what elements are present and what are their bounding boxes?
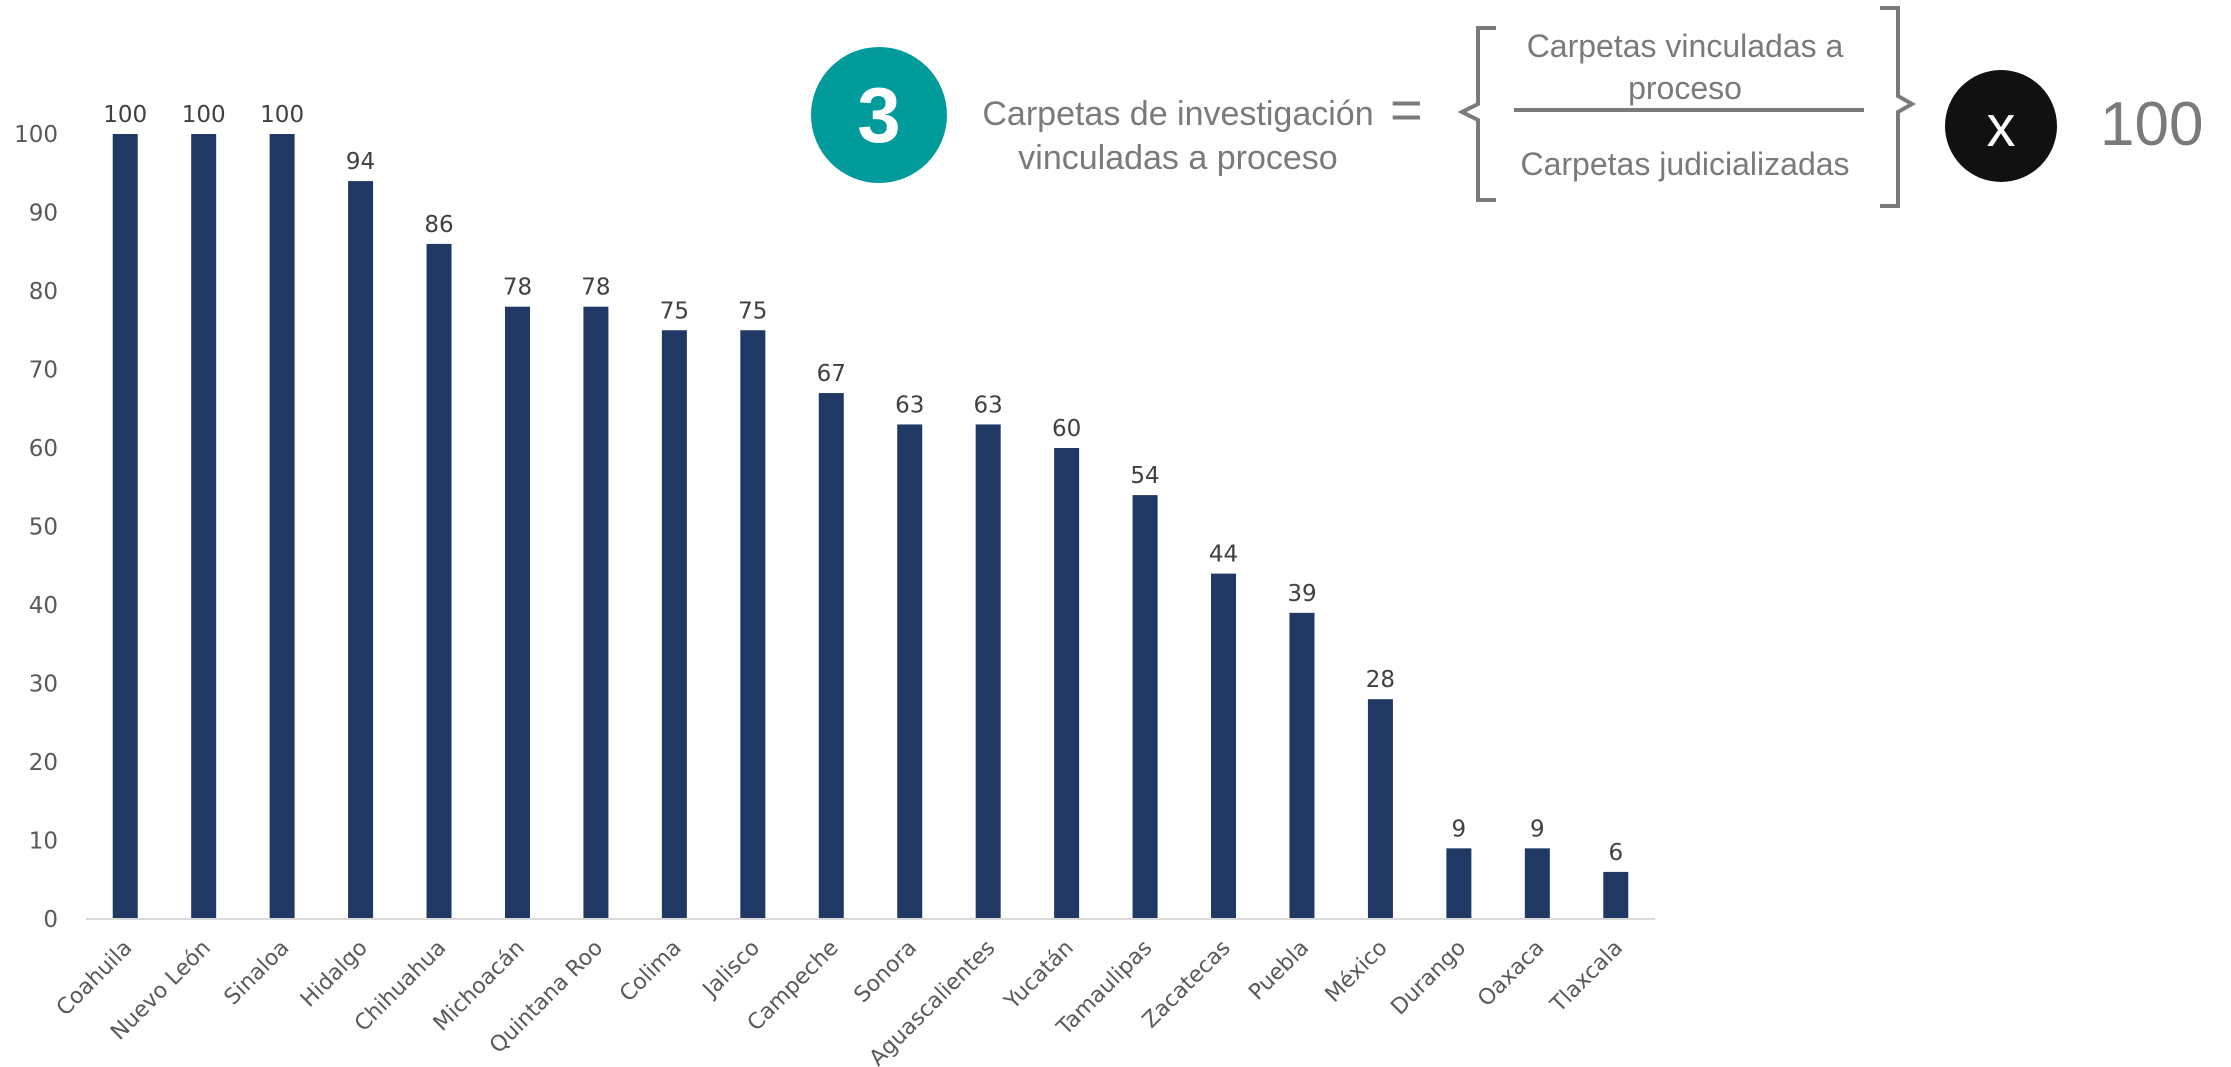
bar	[269, 134, 295, 919]
bar	[1367, 699, 1393, 919]
x-tick-label: Puebla	[1244, 936, 1314, 1006]
data-label: 6	[1608, 840, 1623, 866]
equals-sign: =	[1390, 78, 1423, 141]
x-tick-label: Sinaloa	[220, 936, 295, 1011]
numerator: Carpetas vinculadas a proceso	[1500, 25, 1870, 109]
data-label: 63	[974, 392, 1003, 418]
bar	[426, 243, 452, 919]
x-tick-label: Sonora	[850, 936, 922, 1008]
y-tick-label: 90	[29, 201, 58, 227]
multiplier-value: 100	[2100, 90, 2204, 159]
numerator-line1: Carpetas vinculadas a	[1526, 28, 1844, 64]
bar	[112, 134, 138, 919]
formula-panel: 3 Carpetas de investigación vinculadas a…	[0, 0, 2231, 240]
bar	[191, 134, 217, 919]
x-tick-label: Jalisco	[697, 936, 765, 1004]
bar	[1289, 612, 1315, 919]
data-label: 100	[103, 102, 147, 128]
data-label: 67	[817, 361, 846, 387]
x-tick-label: México	[1321, 936, 1393, 1008]
data-label: 9	[1530, 816, 1545, 842]
bar	[975, 424, 1001, 919]
y-tick-label: 40	[29, 593, 58, 619]
bar	[1446, 848, 1472, 919]
bar	[348, 181, 374, 920]
bar	[1054, 448, 1080, 919]
data-label: 63	[895, 392, 924, 418]
data-label: 28	[1366, 667, 1395, 693]
data-label: 78	[503, 275, 532, 301]
metric-label-line2: vinculadas a proceso	[1018, 139, 1338, 177]
y-tick-label: 100	[14, 122, 58, 148]
badge-number: 3	[857, 70, 901, 159]
bar	[661, 330, 687, 919]
bars	[112, 134, 1629, 920]
y-tick-label: 30	[29, 672, 58, 698]
denominator: Carpetas judicializadas	[1520, 146, 1850, 182]
x-tick-label: Yucatán	[999, 936, 1079, 1016]
x-tick-label: Durango	[1386, 936, 1471, 1021]
bar	[1524, 848, 1550, 919]
y-tick-label: 10	[29, 829, 58, 855]
left-brace-icon	[1457, 26, 1496, 202]
bar	[818, 393, 844, 919]
x-tick-label: Tlaxcala	[1545, 936, 1628, 1019]
y-axis: 0 10 20 30 40 50 60 70 80 90 100	[14, 122, 58, 933]
data-label: 39	[1287, 581, 1316, 607]
x-tick-label: Hidalgo	[296, 936, 373, 1013]
right-brace-icon	[1880, 6, 1917, 208]
data-label: 86	[424, 212, 453, 238]
metric-label-line1: Carpetas de investigación	[982, 95, 1374, 133]
bar	[504, 306, 530, 919]
bar	[1211, 573, 1237, 919]
bar	[897, 424, 923, 919]
data-label: 75	[660, 298, 689, 324]
data-label: 60	[1052, 416, 1081, 442]
indicator-number-badge: 3	[811, 47, 947, 183]
x-tick-label: Oaxaca	[1473, 936, 1549, 1012]
data-label: 54	[1130, 463, 1159, 489]
data-labels: 100 100 100 94 86 78 78 75 75 67 63 63 60 54 44 39 28 9 9 6	[103, 102, 1623, 866]
multiply-sign: x	[1986, 93, 2016, 159]
y-tick-label: 70	[29, 358, 58, 384]
x-tick-label: Colima	[615, 936, 686, 1007]
bar	[1603, 871, 1629, 919]
y-tick-label: 80	[29, 279, 58, 305]
metric-label: Carpetas de investigación vinculadas a p…	[968, 92, 1388, 180]
multiply-icon: x	[1945, 70, 2057, 182]
data-label: 100	[260, 102, 304, 128]
bar	[583, 306, 609, 919]
data-label: 94	[346, 149, 375, 175]
fraction-line	[1514, 108, 1864, 112]
formula-brackets	[1457, 6, 1917, 208]
y-tick-label: 60	[29, 436, 58, 462]
data-label: 78	[581, 275, 610, 301]
bar	[740, 330, 766, 919]
data-label: 44	[1209, 542, 1238, 568]
data-label: 9	[1452, 816, 1467, 842]
bar	[1132, 495, 1158, 919]
y-tick-label: 50	[29, 515, 58, 541]
data-label: 75	[738, 298, 767, 324]
data-label: 100	[182, 102, 226, 128]
y-tick-label: 20	[29, 750, 58, 776]
y-tick-label: 0	[43, 907, 58, 933]
numerator-line2: proceso	[1628, 70, 1742, 106]
